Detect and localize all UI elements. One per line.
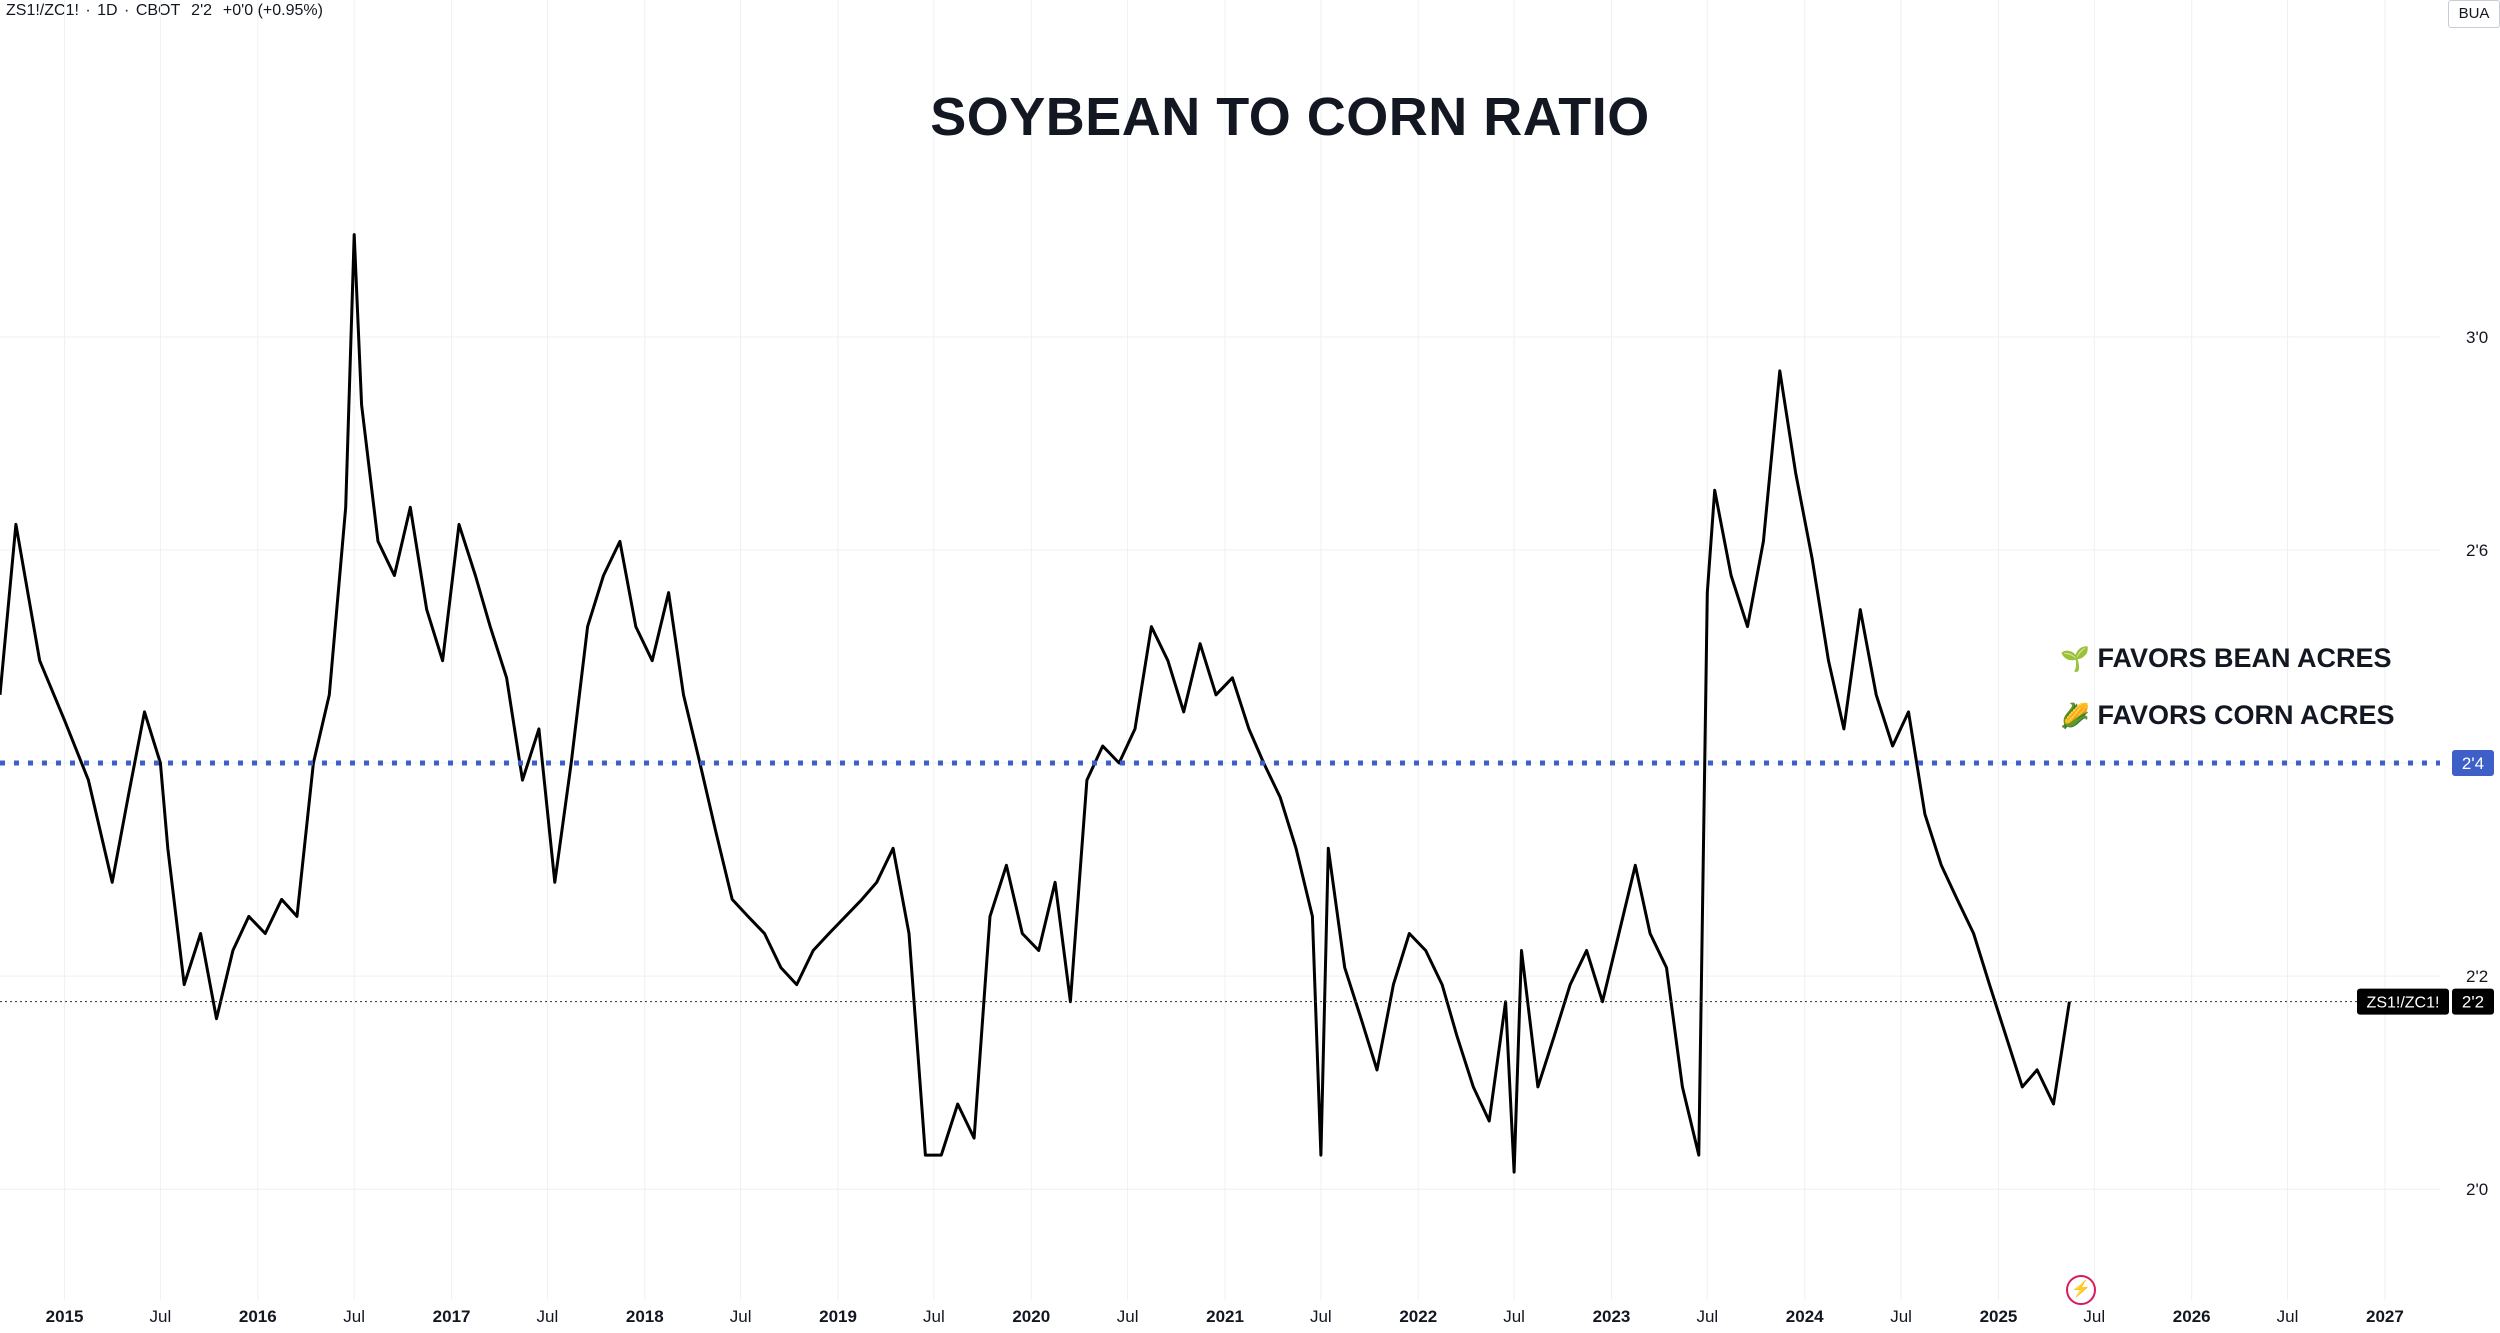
corn-icon: 🌽: [2060, 703, 2090, 730]
seedling-icon: 🌱: [2060, 646, 2090, 673]
x-tick-label: Jul: [2083, 1307, 2105, 1326]
threshold-label: 2'4: [2462, 754, 2484, 773]
x-tick-label: Jul: [1696, 1307, 1718, 1326]
x-tick-label: 2027: [2366, 1307, 2404, 1326]
x-tick-label: 2015: [46, 1307, 84, 1326]
x-tick-label: 2021: [1206, 1307, 1244, 1326]
x-tick-label: Jul: [1310, 1307, 1332, 1326]
header-separator: ·: [124, 2, 130, 19]
symbol-tag-label: ZS1!/ZC1!: [2367, 995, 2440, 1012]
chart-title: SOYBEAN TO CORN RATIO: [930, 87, 1650, 147]
symbol-tag-box: [2357, 988, 2449, 1015]
x-tick-label: 2020: [1012, 1307, 1050, 1326]
corn-acres-annotation: 🌽 FAVORS CORN ACRES: [2060, 700, 2395, 731]
bean-acres-label: FAVORS BEAN ACRES: [2097, 643, 2392, 673]
x-tick-label: Jul: [2277, 1307, 2299, 1326]
flash-icon[interactable]: ⚡: [2066, 1275, 2096, 1305]
bean-acres-annotation: 🌱 FAVORS BEAN ACRES: [2060, 643, 2392, 674]
x-tick-label: 2023: [1593, 1307, 1631, 1326]
x-tick-label: Jul: [1117, 1307, 1139, 1326]
x-tick-label: 2024: [1786, 1307, 1824, 1326]
ratio-series-line: [0, 233, 2071, 1174]
x-tick-label: 2016: [239, 1307, 277, 1326]
change-label: +0'0 (+0.95%): [222, 2, 323, 19]
x-tick-label: 2019: [819, 1307, 857, 1326]
x-tick-label: 2022: [1399, 1307, 1437, 1326]
exchange-label: CBOT: [135, 2, 181, 19]
corn-acres-label: FAVORS CORN ACRES: [2097, 700, 2395, 730]
x-tick-label: 2017: [433, 1307, 471, 1326]
x-tick-label: 2018: [626, 1307, 664, 1326]
y-tick-label: 2'0: [2466, 1180, 2488, 1199]
x-tick-label: Jul: [730, 1307, 752, 1326]
x-tick-label: Jul: [1503, 1307, 1525, 1326]
x-tick-label: Jul: [150, 1307, 172, 1326]
x-tick-label: Jul: [923, 1307, 945, 1326]
x-tick-label: Jul: [1890, 1307, 1912, 1326]
price-label: 2'2: [191, 2, 213, 19]
threshold-label-box: [2452, 750, 2494, 777]
interval-label[interactable]: 1D: [97, 2, 118, 19]
y-tick-label: 2'2: [2466, 967, 2488, 986]
x-tick-label: 2026: [2173, 1307, 2211, 1326]
y-tick-label: 3'0: [2466, 328, 2488, 347]
header-separator: ·: [85, 2, 91, 19]
x-tick-label: Jul: [537, 1307, 559, 1326]
y-tick-label: 2'6: [2466, 541, 2488, 560]
last-price-box: [2452, 988, 2494, 1015]
last-price-label: 2'2: [2462, 993, 2484, 1012]
x-tick-label: Jul: [343, 1307, 365, 1326]
chart-header: ZS1!/ZC1! · 1D · CBOT 2'2 +0'0 (+0.95%): [6, 2, 325, 20]
x-tick-label: 2025: [1980, 1307, 2018, 1326]
symbol-label[interactable]: ZS1!/ZC1!: [6, 2, 79, 19]
